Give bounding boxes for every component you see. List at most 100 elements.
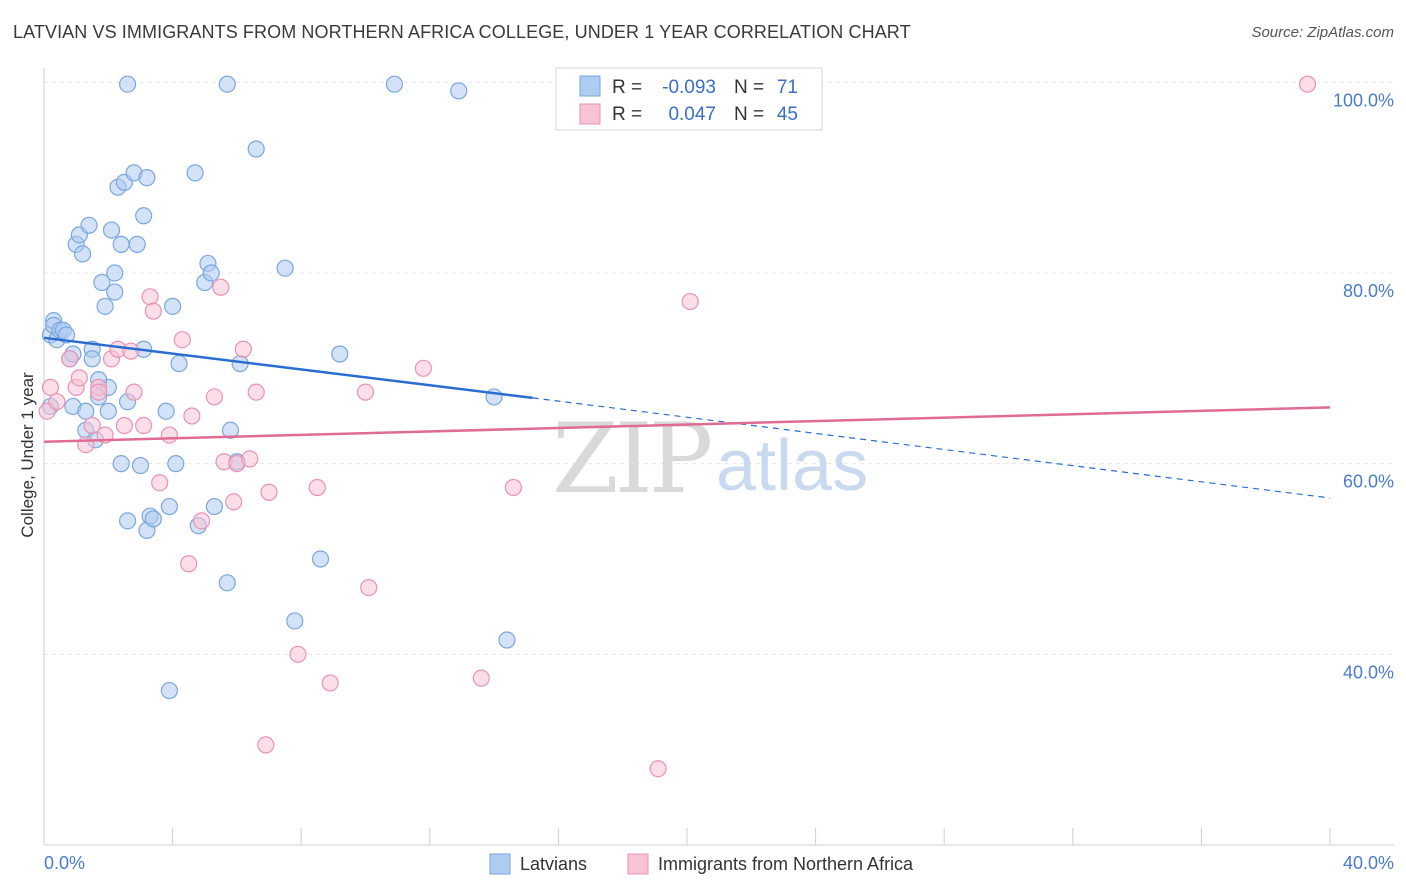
stats-box: R = -0.093 N = 71 R = 0.047 N = 45	[555, 67, 823, 131]
immigrant-point-22	[180, 555, 198, 573]
latvian-point-41	[144, 510, 162, 528]
legend-label-latvians: Latvians	[520, 854, 587, 874]
y-axis-label: College, Under 1 year	[18, 372, 37, 538]
y-tick-label-0: 40.0%	[1343, 662, 1394, 682]
latvian-point-29	[112, 455, 130, 473]
latvian-point-37	[135, 207, 153, 225]
latvian-point-54	[221, 421, 240, 439]
latvian-point-66	[160, 681, 178, 700]
immigrant-point-31	[241, 450, 259, 468]
immigrant-point-17	[141, 288, 159, 306]
latvian-point-52	[205, 497, 223, 516]
latvian-point-45	[167, 455, 185, 473]
immigrant-point-45	[1298, 75, 1317, 93]
immigrant-point-13	[115, 416, 133, 435]
immigrant-point-15	[125, 383, 143, 401]
x-axis-ticks	[43, 828, 1331, 845]
immigrant-point-2	[48, 393, 66, 411]
immigrant-point-18	[144, 302, 162, 320]
y-tick-label-2: 80.0%	[1343, 281, 1394, 301]
immigrant-point-30	[234, 340, 252, 358]
legend-swatch-immigrants	[627, 853, 649, 875]
immigrant-point-40	[414, 359, 432, 377]
latvian-point-25	[106, 283, 124, 301]
stats-swatch-latvians	[579, 75, 601, 97]
immigrant-point-34	[260, 483, 278, 501]
watermark: ZIP atlas	[552, 403, 868, 515]
immigrant-point-16	[135, 416, 153, 435]
series-latvians-points	[41, 75, 516, 700]
legend-label-immigrants: Immigrants from Northern Africa	[658, 854, 914, 874]
latvian-point-17	[83, 350, 101, 368]
latvian-point-35	[131, 456, 150, 475]
immigrant-point-26	[212, 278, 230, 296]
chart-title: LATVIAN VS IMMIGRANTS FROM NORTHERN AFRI…	[13, 22, 911, 42]
stats-r-value-1: -0.093	[662, 77, 716, 98]
latvian-point-32	[118, 512, 137, 530]
latvian-point-13	[77, 402, 95, 420]
immigrant-point-23	[183, 407, 201, 425]
immigrant-point-36	[308, 478, 326, 497]
x-tick-label-min: 0.0%	[44, 853, 85, 873]
immigrant-point-6	[77, 435, 95, 454]
immigrant-point-3	[61, 350, 79, 368]
watermark-atlas: atlas	[716, 426, 868, 506]
latvian-point-42	[157, 402, 175, 420]
latvian-point-43	[160, 497, 178, 516]
immigrant-point-33	[257, 736, 275, 754]
latvian-point-44	[164, 297, 182, 315]
y-tick-label-1: 60.0%	[1343, 472, 1394, 492]
latvian-point-15	[80, 216, 98, 234]
latvian-point-63	[450, 82, 468, 100]
latvian-point-62	[385, 75, 404, 93]
immigrant-point-43	[649, 760, 667, 778]
legend-swatch-latvians	[489, 853, 511, 875]
stats-n-value-1: 71	[777, 77, 798, 98]
latvian-point-68	[218, 75, 236, 93]
immigrant-point-42	[504, 478, 522, 497]
latvian-point-65	[498, 631, 516, 649]
latvian-point-20	[93, 273, 111, 292]
latvian-point-61	[331, 345, 349, 363]
series-immigrants-points	[38, 75, 1317, 778]
immigrant-point-20	[160, 426, 178, 444]
stats-n-label-2: N =	[734, 104, 764, 125]
immigrant-point-28	[225, 493, 243, 511]
immigrant-point-37	[321, 674, 339, 692]
immigrant-point-24	[192, 512, 211, 530]
latvian-point-21	[96, 297, 114, 315]
axes	[43, 68, 1394, 846]
latvian-point-58	[276, 259, 294, 277]
legend: Latvians Immigrants from Northern Africa	[489, 853, 914, 875]
immigrant-point-32	[247, 383, 265, 401]
trend-line-latvians	[43, 336, 533, 400]
trend-line-latvians-extension	[532, 397, 1331, 499]
immigrant-point-14	[122, 342, 140, 360]
stats-r-label-2: R =	[612, 104, 642, 125]
stats-swatch-immigrants	[579, 103, 601, 125]
latvian-point-67	[118, 75, 137, 93]
immigrant-point-21	[173, 331, 191, 349]
latvian-point-26	[106, 264, 124, 282]
immigrant-point-1	[41, 378, 60, 396]
latvian-point-23	[99, 402, 117, 420]
immigrant-point-44	[681, 292, 699, 311]
latvian-point-57	[247, 140, 265, 158]
y-tick-label-3: 100.0%	[1333, 90, 1394, 110]
latvian-point-46	[170, 354, 188, 373]
immigrant-point-39	[360, 578, 378, 597]
immigrant-point-25	[205, 388, 223, 406]
immigrant-point-35	[289, 645, 307, 663]
latvian-point-38	[138, 169, 156, 187]
immigrant-point-5	[70, 369, 88, 387]
immigrant-point-41	[472, 669, 490, 687]
trend-line-immigrants	[43, 406, 1331, 443]
source-credit: Source: ZipAtlas.com	[1251, 24, 1394, 41]
stats-r-label-1: R =	[612, 77, 642, 98]
latvian-point-24	[102, 221, 121, 239]
x-tick-label-max: 40.0%	[1343, 853, 1394, 873]
immigrant-point-38	[356, 383, 375, 401]
latvian-point-59	[286, 612, 304, 630]
immigrant-point-19	[151, 474, 169, 492]
